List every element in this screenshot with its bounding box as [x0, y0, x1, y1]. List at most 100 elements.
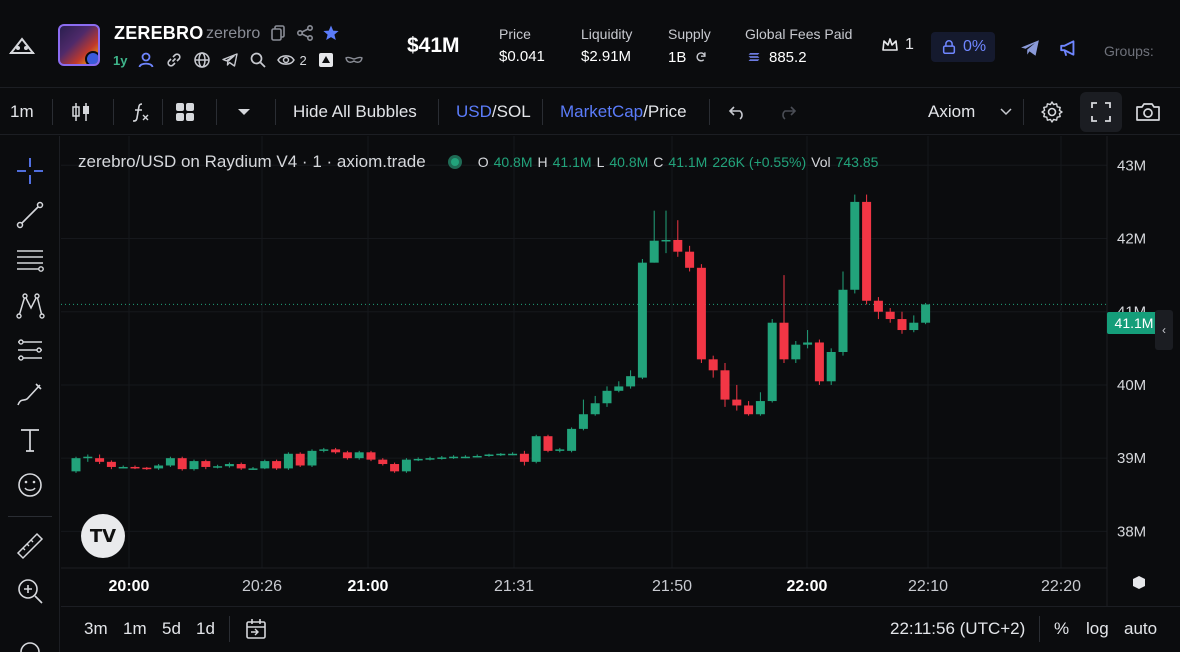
axis-settings-icon[interactable] [1133, 576, 1145, 589]
groups-label[interactable]: Groups: [1104, 43, 1154, 59]
trend-line-icon[interactable] [13, 198, 47, 232]
zoom-in-icon[interactable] [13, 574, 47, 608]
currency-sep: / [491, 102, 497, 121]
eye-icon[interactable] [277, 51, 296, 69]
stat-liquidity: Liquidity $2.91M [581, 26, 632, 65]
percent-toggle[interactable]: % [1054, 619, 1070, 638]
toolbar-divider [542, 99, 543, 125]
candle-body [826, 352, 836, 382]
y-tick-label: 39M [1117, 450, 1146, 467]
currency-usd[interactable]: USD [456, 102, 492, 121]
telegram-icon[interactable] [221, 51, 239, 69]
token-avatar[interactable] [58, 24, 100, 66]
axiom-menu-icon[interactable] [0, 28, 44, 64]
range-1d-button[interactable]: 1d [196, 619, 215, 638]
lock-button[interactable]: 0% [931, 32, 995, 62]
candle-body [531, 436, 541, 462]
undo-icon[interactable] [728, 89, 748, 135]
brush-icon[interactable] [13, 378, 47, 412]
user-icon[interactable] [137, 51, 155, 69]
toolbar-divider [216, 99, 217, 125]
interval-button[interactable]: 1m [10, 102, 34, 121]
calendar-icon[interactable] [244, 607, 268, 651]
mode-price[interactable]: Price [647, 102, 687, 121]
stat-fees-label: Global Fees Paid [745, 26, 853, 42]
toolbar-divider [113, 99, 114, 125]
candle-body [720, 370, 730, 400]
candle-body [791, 344, 801, 360]
refresh-icon[interactable] [692, 48, 710, 66]
star-icon[interactable] [322, 24, 340, 42]
stat-supply-label: Supply [668, 26, 711, 42]
holders-button[interactable]: 1 [881, 36, 914, 54]
candle-body [401, 459, 411, 472]
log-toggle[interactable]: log [1086, 619, 1109, 638]
pumpfun-icon[interactable] [317, 51, 335, 69]
candles-icon[interactable] [70, 89, 92, 135]
currency-toggle[interactable]: USD / SOL [456, 89, 531, 135]
fullscreen-icon[interactable] [1080, 92, 1122, 132]
candle-body [283, 453, 293, 469]
camera-icon[interactable] [1135, 89, 1161, 135]
layout-chevron-icon[interactable] [1000, 89, 1012, 135]
mode-toggle[interactable]: MarketCap / Price [560, 89, 687, 135]
redo-icon[interactable] [777, 89, 797, 135]
layout-grid-icon[interactable] [174, 89, 196, 135]
layout-name-button[interactable]: Axiom [928, 102, 976, 121]
emoji-icon[interactable] [13, 468, 47, 502]
currency-sol[interactable]: SOL [496, 102, 531, 121]
candle-body [661, 239, 671, 242]
range-5d-button[interactable]: 5d [162, 619, 181, 638]
globe-icon[interactable] [193, 51, 211, 69]
x-tick-label: 20:00 [109, 578, 150, 595]
token-header: ZEREBRO zerebro 1y 2 $41M Price $0.041 L… [0, 0, 1180, 88]
toolbar-divider [162, 99, 163, 125]
price-chart[interactable]: 20:00 20:26 21:00 21:31 21:50 22:00 22:10 22:20… [61, 136, 1180, 606]
telegram-share-icon[interactable] [1020, 38, 1040, 58]
x-tick-label: 22:00 [787, 578, 828, 595]
chevron-down-icon[interactable] [236, 89, 252, 135]
candle-body [614, 386, 624, 391]
drawing-toolbar [0, 136, 60, 652]
market-status-icon [447, 155, 462, 169]
settings-gear-icon[interactable] [1040, 89, 1064, 135]
candle-body [779, 322, 789, 360]
candle-body [390, 464, 400, 472]
link-icon[interactable] [165, 51, 183, 69]
projection-icon[interactable] [13, 333, 47, 367]
search-icon[interactable] [249, 51, 267, 69]
mask-icon[interactable] [344, 51, 363, 69]
hide-bubbles-button[interactable]: Hide All Bubbles [293, 102, 417, 121]
chevron-left-icon[interactable]: ‹ [1155, 310, 1173, 350]
text-icon[interactable] [13, 423, 47, 457]
fib-icon[interactable] [13, 243, 47, 277]
candle-body [744, 405, 754, 415]
ruler-icon[interactable] [13, 529, 47, 563]
current-price-label: 41.1M [1107, 312, 1161, 334]
stat-liquidity-label: Liquidity [581, 26, 633, 42]
range-3m-button[interactable]: 3m [84, 619, 108, 638]
pattern-icon[interactable] [13, 288, 47, 322]
megaphone-icon[interactable] [1059, 38, 1079, 58]
tradingview-logo[interactable]: TV [81, 514, 125, 558]
clock-display[interactable]: 22:11:56 (UTC+2) [890, 619, 1026, 638]
magnet-icon[interactable] [13, 632, 47, 652]
candlestick-plot[interactable]: 20:00 20:26 21:00 21:31 21:50 22:00 22:10 22:20… [61, 136, 1180, 606]
tools-divider [8, 516, 52, 517]
range-1m-button[interactable]: 1m [123, 619, 147, 638]
toolbar-divider [1023, 99, 1024, 125]
crosshair-icon[interactable] [13, 154, 47, 188]
candle-body [626, 376, 636, 387]
candle-body [177, 458, 187, 470]
stat-fees-text: 885.2 [769, 48, 807, 66]
share-icon[interactable] [296, 24, 314, 42]
candle-body [118, 466, 128, 469]
indicators-icon[interactable] [130, 89, 152, 135]
candle-body [154, 465, 164, 469]
copy-icon[interactable] [270, 24, 288, 42]
crown-icon [881, 36, 899, 54]
y-tick-label: 38M [1117, 523, 1146, 540]
stat-liquidity-value: $2.91M [581, 48, 632, 65]
auto-toggle[interactable]: auto [1124, 619, 1158, 638]
mode-marketcap[interactable]: MarketCap [560, 102, 644, 121]
